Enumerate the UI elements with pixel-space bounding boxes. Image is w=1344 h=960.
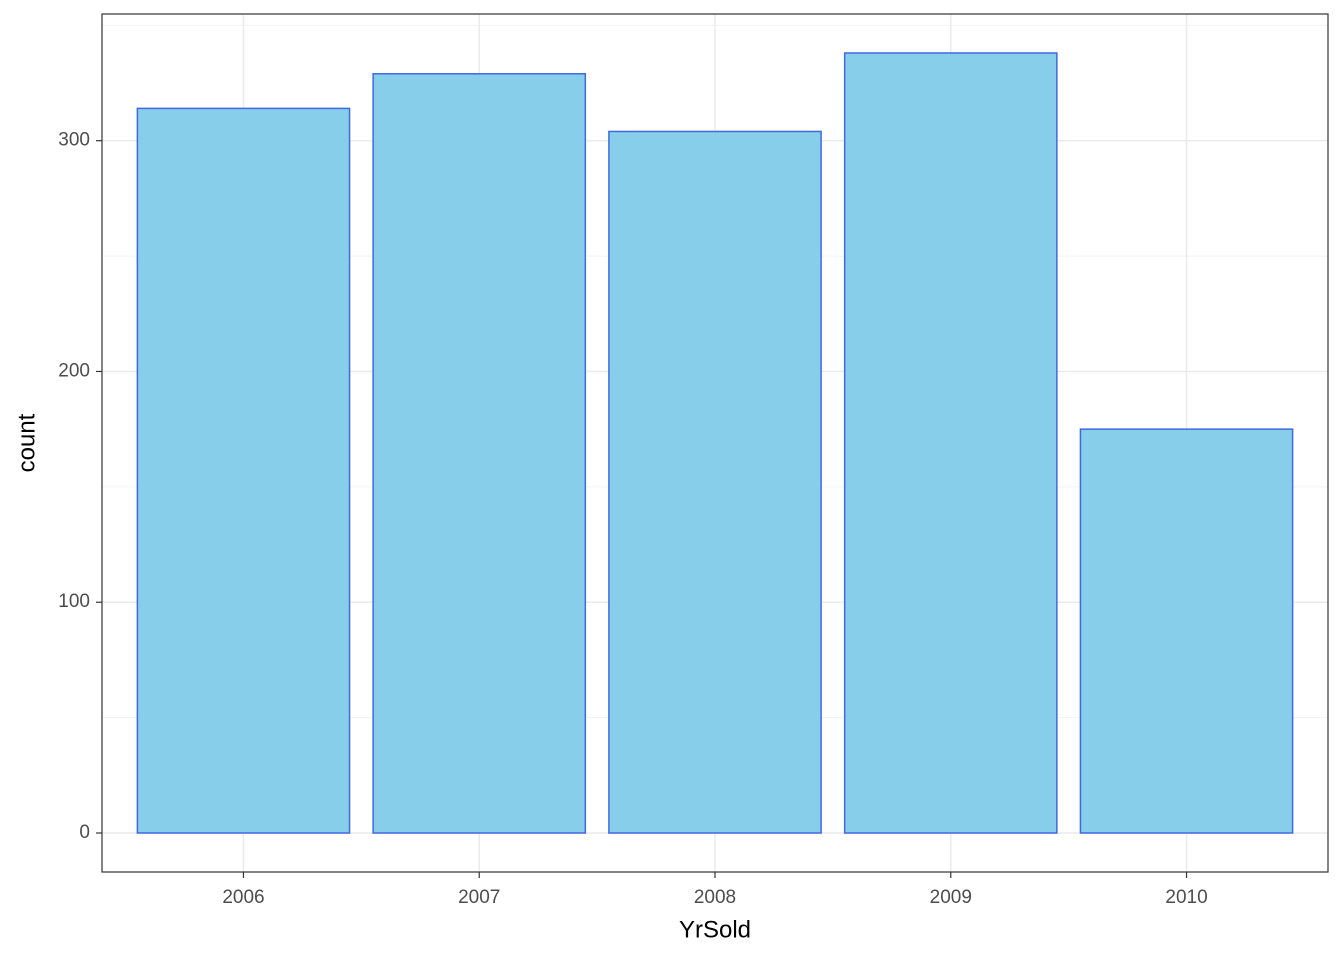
bar (136, 107, 351, 834)
y-tick-label: 0 (79, 822, 90, 843)
x-axis-title: YrSold (679, 916, 751, 943)
y-tick-label: 100 (58, 591, 90, 612)
x-tick-label: 2008 (694, 887, 736, 908)
x-tick-label: 2010 (1165, 887, 1207, 908)
y-tick-label: 300 (58, 130, 90, 151)
x-tick-label: 2009 (930, 887, 972, 908)
bar (843, 52, 1058, 834)
x-tick-label: 2007 (458, 887, 500, 908)
x-tick-label: 2006 (222, 887, 264, 908)
y-tick-label: 200 (58, 360, 90, 381)
y-axis-title: count (13, 413, 40, 472)
bar (1079, 428, 1294, 834)
panel-border (101, 13, 1329, 873)
bar (372, 73, 587, 834)
bar (608, 130, 822, 834)
